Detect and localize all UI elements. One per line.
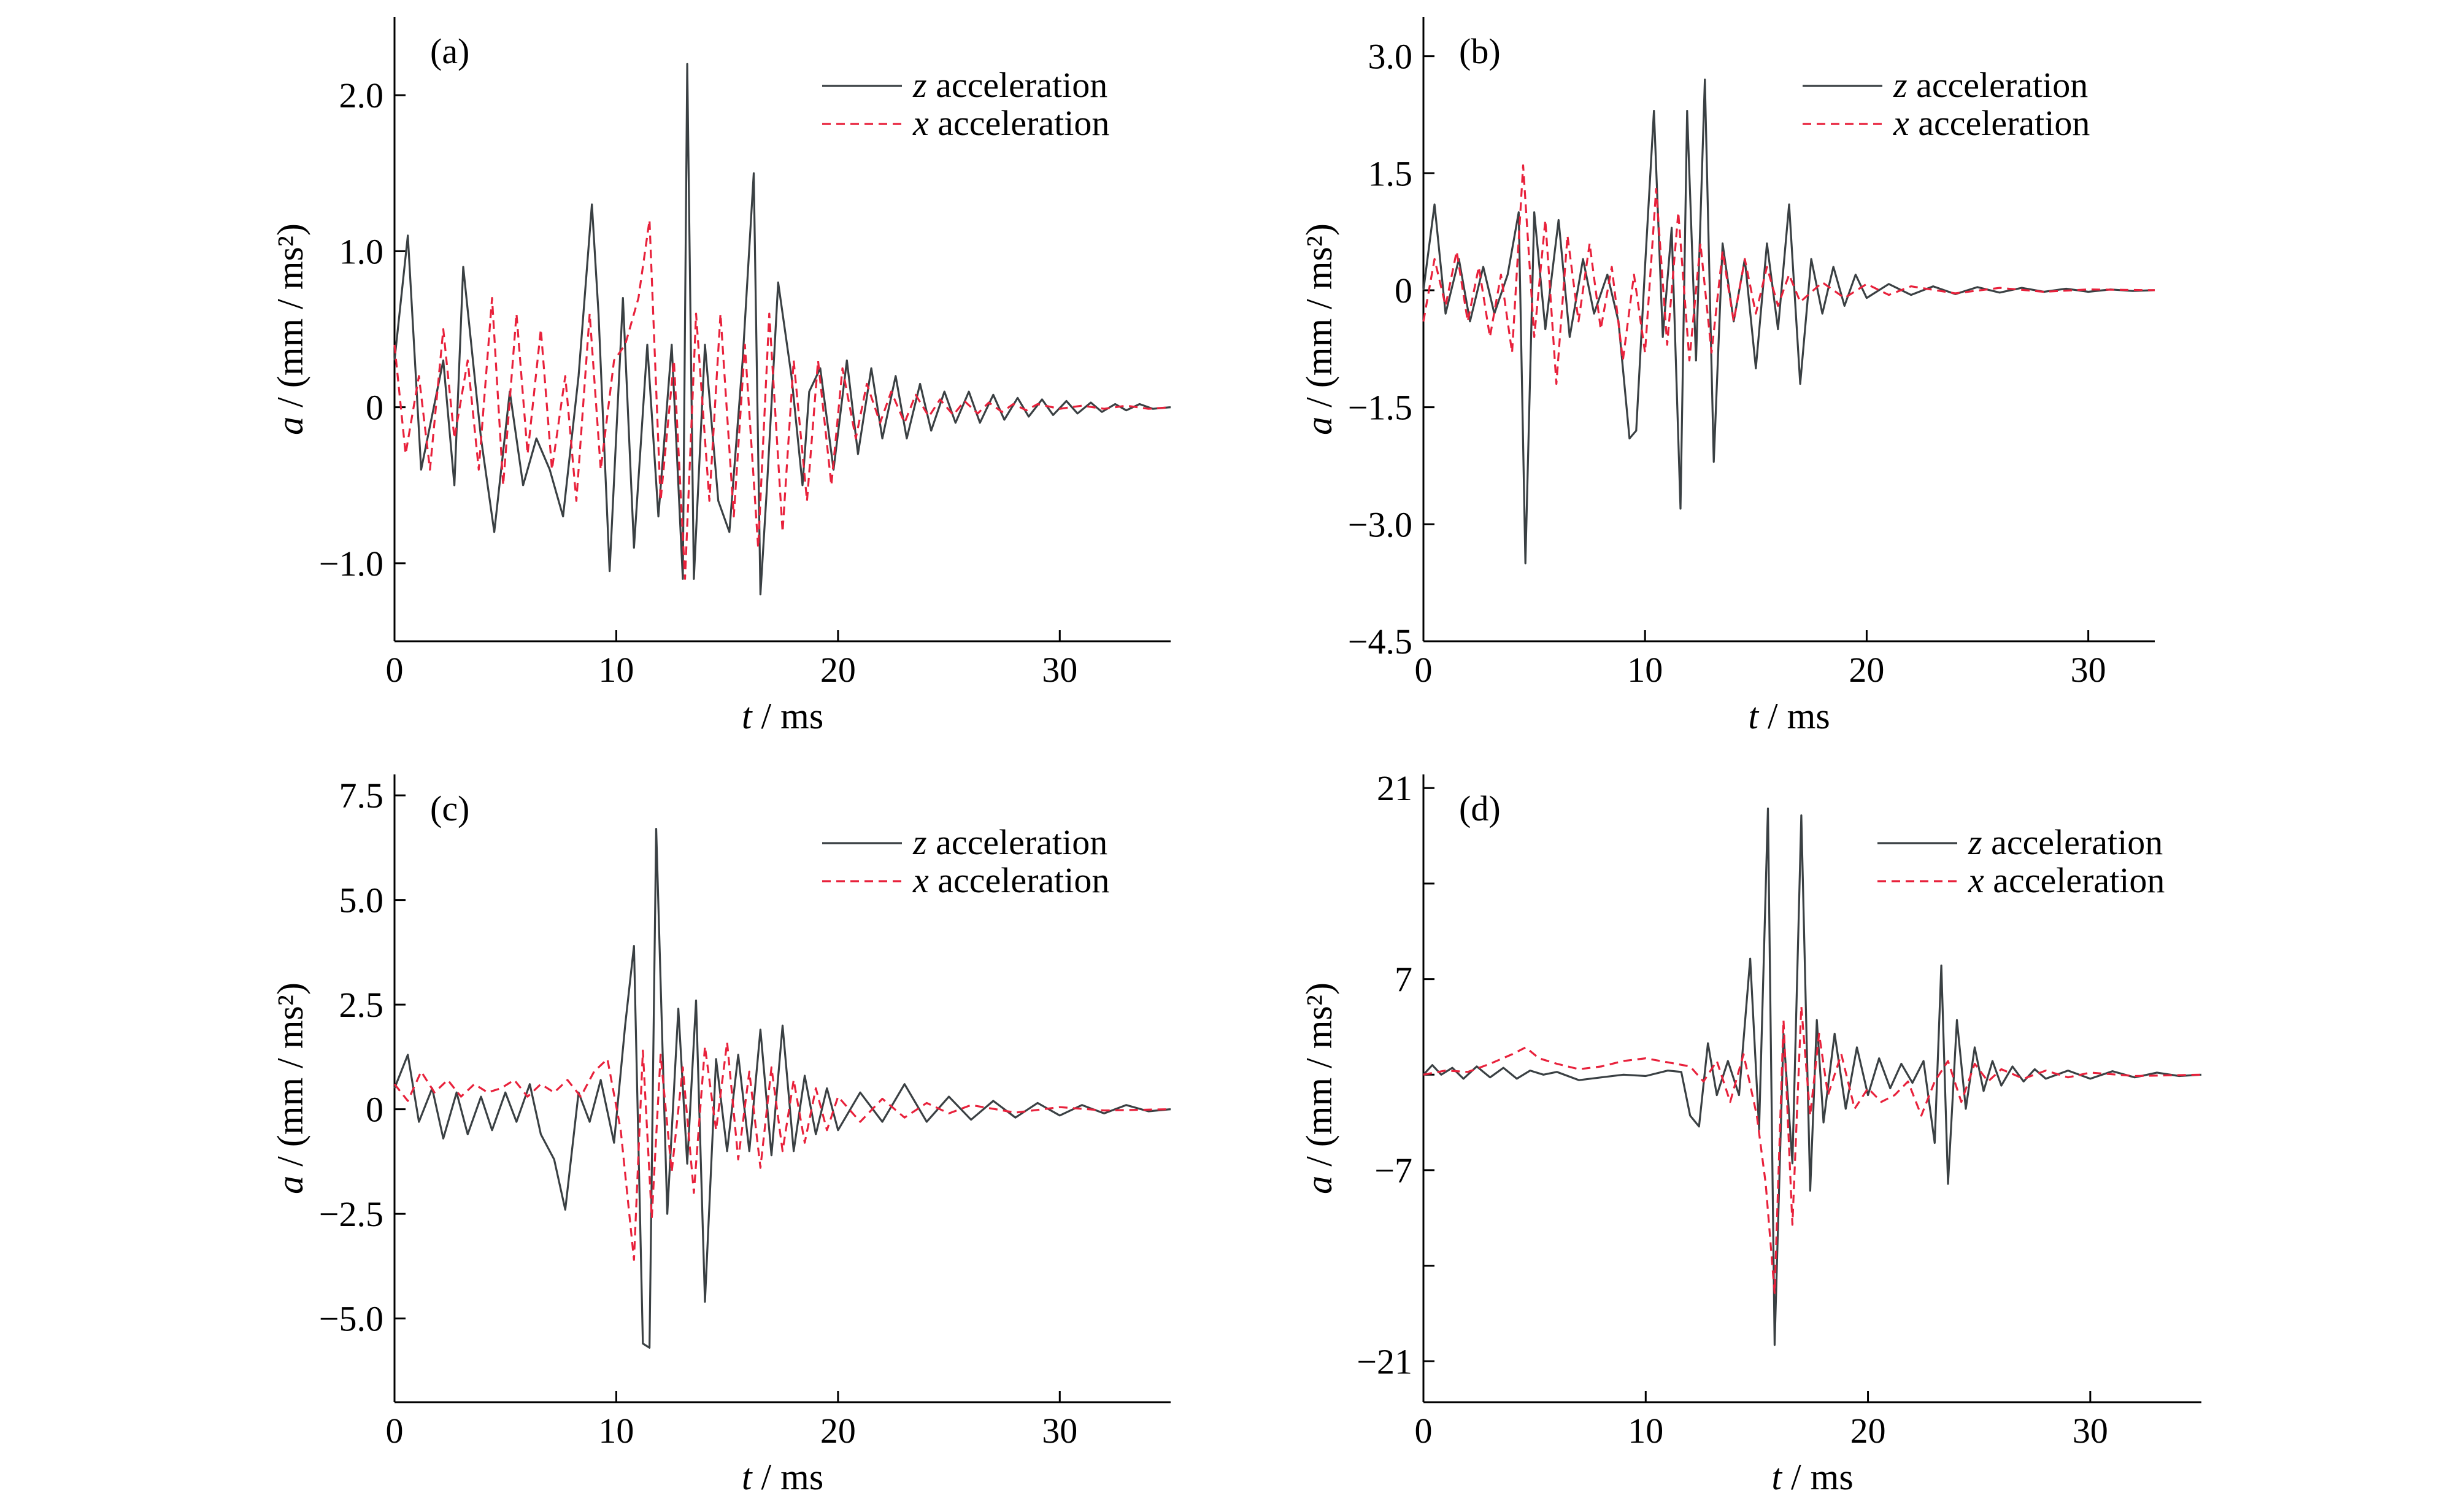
y-axis-label: a / (mm / ms²) [270,223,310,435]
x-tick-label: 30 [2071,650,2106,690]
series-line [393,1041,1171,1261]
x-axis-label: t / ms [1771,1457,1853,1493]
legend-label: z acceleration [912,65,1107,105]
panel-label: (b) [1459,31,1501,71]
x-tick-label: 20 [820,1411,856,1451]
chart-panel: 0 10 20 30 −21 −7 7 21 t / ms a / (mm / ms²) (d) z … [1299,768,2202,1493]
y-axis-label: a / (mm / ms²) [1299,223,1339,435]
chart-panel: 0 10 20 30 −5.0 −2.5 0 2.5 5.0 7.5 t / ms a / (mm /… [270,774,1171,1493]
y-tick-label: −7 [1374,1151,1412,1190]
y-tick-label: 0 [1395,271,1412,311]
y-tick-label: 3.0 [1368,37,1413,77]
series-line [393,218,1171,580]
series-line [393,828,1171,1349]
y-tick-label: 2.5 [339,985,384,1025]
legend-label: z acceleration [912,822,1107,862]
y-tick-label: −1.0 [319,544,383,584]
panel-label: (a) [430,31,469,71]
y-tick-label: 2.0 [339,75,384,115]
y-tick-label: 7 [1395,960,1412,1000]
panel-label: (c) [430,789,469,828]
legend-label: x acceleration [1893,103,2090,143]
series-line [1422,807,2202,1346]
x-tick-label: 30 [1042,1411,1077,1451]
y-tick-label: −5.0 [319,1299,383,1339]
chart-panel: 0 10 20 30 −1.0 0 1.0 2.0 t / ms a / (mm / ms²) (a… [270,17,1171,736]
legend-label: x acceleration [912,860,1109,900]
legend-label: x acceleration [1968,860,2165,900]
series-line [1423,1005,2202,1294]
legend-label: z acceleration [1968,822,2163,862]
charts-root: 0 10 20 30 −1.0 0 1.0 2.0 t / ms a / (mm / ms²) (a… [270,17,2202,1493]
x-tick-label: 10 [598,650,634,690]
y-axis-label: a / (mm / ms²) [1299,982,1339,1194]
y-tick-label: 1.5 [1368,153,1413,193]
y-tick-label: 0 [366,388,383,428]
x-tick-label: 10 [1628,1411,1663,1451]
series-line [393,63,1171,596]
x-tick-label: 10 [598,1411,634,1451]
x-tick-label: 0 [386,650,404,690]
series-line [1422,164,2155,385]
y-tick-label: 21 [1377,768,1412,808]
x-axis-label: t / ms [1748,696,1830,736]
x-tick-label: 20 [1850,1411,1886,1451]
x-tick-label: 20 [1849,650,1884,690]
x-axis-label: t / ms [742,696,823,736]
legend-label: z acceleration [1893,65,2088,105]
x-tick-label: 20 [820,650,856,690]
x-tick-label: 0 [1415,1411,1433,1451]
y-tick-label: −1.5 [1348,388,1412,428]
y-tick-label: 7.5 [339,776,384,816]
y-tick-label: −2.5 [319,1194,383,1234]
y-tick-label: −3.0 [1348,504,1412,544]
y-tick-label: 1.0 [339,231,384,271]
y-tick-label: 5.0 [339,881,384,920]
x-tick-label: 10 [1627,650,1663,690]
x-tick-label: 0 [1415,650,1433,690]
y-tick-label: 0 [366,1090,383,1130]
chart-panel: 0 10 20 30 −4.5 −3.0 −1.5 0 1.5 3.0 t / ms a / (mm … [1299,17,2155,736]
legend-label: x acceleration [912,103,1109,143]
y-tick-label: −4.5 [1348,622,1412,662]
panel-label: (d) [1459,789,1501,828]
x-tick-label: 0 [386,1411,404,1451]
y-axis-label: a / (mm / ms²) [270,982,310,1194]
x-tick-label: 30 [1042,650,1077,690]
x-tick-label: 30 [2073,1411,2108,1451]
x-axis-label: t / ms [742,1457,823,1493]
y-tick-label: −21 [1357,1341,1412,1381]
